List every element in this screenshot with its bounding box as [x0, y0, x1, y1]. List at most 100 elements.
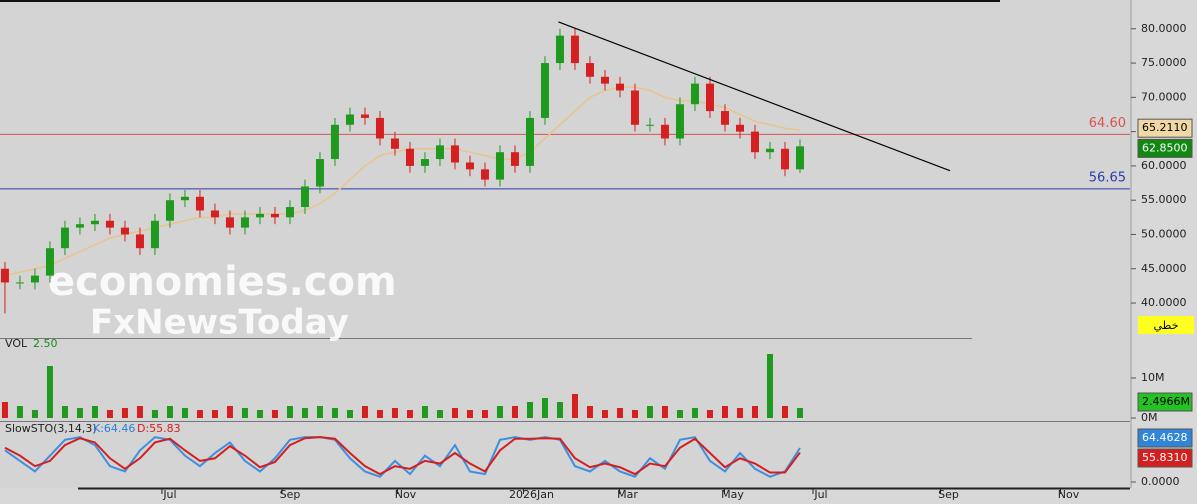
candle-body: [60, 227, 69, 249]
chart-type-label[interactable]: خطي: [1154, 319, 1179, 332]
volume-bar: [481, 410, 488, 418]
candle-body: [330, 124, 339, 160]
volume-bar: [211, 410, 218, 418]
candle-body: [225, 217, 234, 228]
price-axis-area: [1130, 0, 1197, 504]
volume-bar: [436, 410, 443, 418]
candle-body: [285, 207, 294, 218]
legend-entry: K:64.46: [93, 422, 135, 435]
x-tick-label: Nov: [395, 488, 417, 501]
volume-bar: [256, 410, 263, 418]
candle-body: [465, 162, 474, 170]
level-label: 64.60: [1089, 116, 1126, 131]
indicator-title: SlowSTO(3,14,3): [5, 422, 97, 435]
y-tick-label: 55.0000: [1141, 193, 1187, 206]
volume-bar: [346, 410, 353, 418]
trend-line: [558, 21, 951, 172]
volume-bar: [241, 408, 248, 418]
top-bar: [0, 0, 1000, 2]
chart-type-button[interactable]: [1138, 316, 1194, 334]
candle-body: [510, 152, 519, 166]
volume-bar: [676, 410, 683, 418]
candle-body: [720, 111, 729, 125]
candle-body: [240, 217, 249, 228]
volume-bar: [106, 410, 113, 418]
volume-bar: [451, 408, 458, 418]
volume-bar: [406, 410, 413, 418]
candle-body: [75, 224, 84, 228]
candle-body: [645, 124, 654, 126]
volume-bar: [331, 408, 338, 418]
y-tick-label: 80.0000: [1141, 22, 1187, 35]
candle-body: [660, 124, 669, 139]
volume-bar: [796, 408, 803, 418]
x-tick-label: Nov: [1058, 488, 1080, 501]
y-tick-label: 45.0000: [1141, 262, 1187, 275]
volume-bar: [151, 410, 158, 418]
candle-body: [150, 220, 159, 249]
volume-bar: [691, 408, 698, 418]
x-tick-label: May: [721, 488, 744, 501]
candle-body: [345, 114, 354, 125]
volume-bar: [16, 406, 23, 418]
volume-bar: [466, 410, 473, 418]
candle-body: [390, 138, 399, 149]
ma-badge-box: [1137, 118, 1193, 138]
volume-bar: [526, 402, 533, 418]
volume-bar: [421, 406, 428, 418]
legend-entry: D:55.83: [137, 422, 181, 435]
volume-bar: [646, 406, 653, 418]
volume-bar: [46, 366, 53, 418]
volume-badge-box: [1137, 392, 1193, 412]
candle-body: [195, 196, 204, 211]
y-tick-label: 60.0000: [1141, 159, 1187, 172]
stoch-k-badge-box: [1137, 428, 1193, 448]
candle-body: [555, 35, 564, 64]
candle-body: [210, 210, 219, 218]
stoch-line: [4, 436, 801, 476]
y-tick-label: 0M: [1141, 411, 1158, 424]
candle-body: [525, 117, 534, 166]
watermark: economies.com: [48, 259, 397, 305]
ma-badge: 65.2110: [1142, 121, 1188, 134]
volume-bar: [766, 354, 773, 418]
y-tick-label: 0.0000: [1141, 475, 1180, 488]
y-tick-label: 70.0000: [1141, 90, 1187, 103]
volume-badge: 2.4966M: [1142, 395, 1190, 408]
candle-body: [630, 90, 639, 125]
x-tick-label: 2026Jan: [509, 488, 554, 501]
stoch-d-badge-box: [1137, 448, 1193, 468]
volume-bar: [736, 408, 743, 418]
volume-bar: [226, 406, 233, 418]
candle-body: [795, 146, 804, 170]
stoch-k-badge: 64.4628: [1142, 431, 1188, 444]
volume-bar: [706, 410, 713, 418]
candle-body: [600, 76, 609, 84]
candle-body: [765, 148, 774, 153]
candle-body: [675, 104, 684, 139]
x-tick-label: Jul: [813, 488, 827, 501]
close-badge-box: [1137, 138, 1193, 158]
volume-bar: [571, 394, 578, 418]
candle-body: [405, 148, 414, 166]
candle-body: [690, 83, 699, 105]
candle-body: [120, 227, 129, 235]
volume-bar: [76, 408, 83, 418]
stoch-d-badge: 55.8310: [1142, 451, 1188, 464]
x-tick-label: Mar: [617, 488, 638, 501]
volume-bar: [541, 398, 548, 418]
candle-body: [570, 35, 579, 64]
volume-bar: [61, 406, 68, 418]
candle-body: [750, 131, 759, 153]
candle-body: [705, 83, 714, 112]
y-tick-label: 75.0000: [1141, 56, 1187, 69]
candle-body: [615, 83, 624, 91]
candle-body: [480, 169, 489, 180]
volume-bar: [496, 406, 503, 418]
level-label: 56.65: [1089, 170, 1126, 185]
moving-average: [4, 86, 801, 277]
volume-bar: [316, 406, 323, 418]
candle-body: [90, 220, 99, 225]
close-badge: 62.8500: [1142, 141, 1188, 154]
